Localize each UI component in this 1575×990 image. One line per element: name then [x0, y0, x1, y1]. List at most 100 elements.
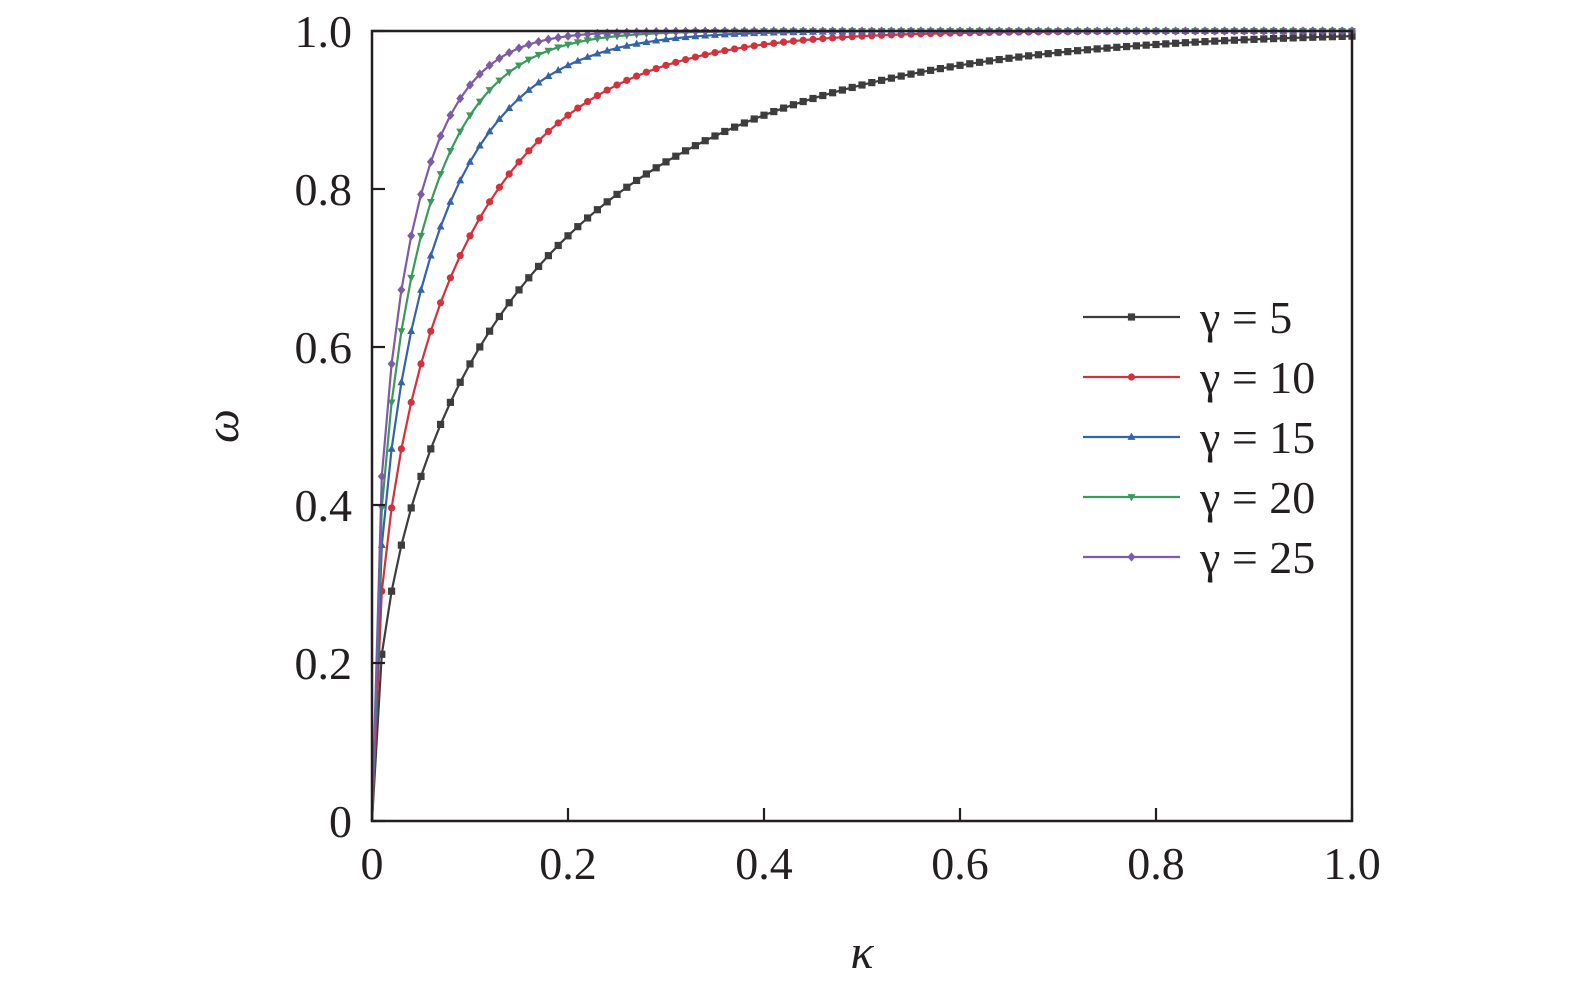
point-5-45: [809, 94, 817, 103]
point-20-4: [407, 274, 416, 283]
point-20-14: [505, 69, 514, 77]
point-5-64: [995, 55, 1003, 64]
legend-label: γ = 5: [1199, 292, 1292, 343]
point-5-34: [701, 137, 709, 145]
point-10-24: [603, 86, 611, 94]
point-20-9: [456, 128, 465, 136]
point-15-7: [436, 222, 445, 230]
point-5-78: [1132, 42, 1140, 50]
point-10-13: [495, 183, 503, 191]
point-10-50: [858, 32, 866, 40]
point-5-41: [770, 107, 778, 116]
point-5-61: [966, 60, 974, 68]
point-10-36: [721, 47, 729, 55]
legend-marker: [1127, 313, 1136, 321]
point-5-38: [740, 119, 748, 127]
point-10-37: [731, 45, 739, 53]
legend-item: γ = 25: [1083, 532, 1315, 583]
legend-marker: [1127, 373, 1136, 381]
point-10-5: [417, 360, 425, 368]
point-10-45: [809, 35, 817, 43]
series-5: [370, 32, 1356, 822]
point-10-26: [623, 76, 631, 84]
point-5-47: [829, 89, 837, 97]
point-5-62: [976, 58, 984, 66]
point-15-10: [466, 157, 474, 165]
point-10-30: [662, 61, 670, 69]
y-tick-label: 0: [329, 796, 352, 847]
point-5-69: [1044, 50, 1052, 58]
point-20-11: [475, 98, 484, 106]
point-10-8: [446, 274, 454, 282]
legend-item: γ = 10: [1083, 352, 1315, 403]
point-15-24: [603, 46, 612, 54]
point-25-7: [436, 131, 445, 141]
point-10-25: [613, 81, 621, 89]
point-5-26: [623, 183, 631, 191]
point-15-6: [426, 251, 435, 259]
point-5-65: [1005, 54, 1013, 62]
legend-marker: [1127, 552, 1136, 562]
point-5-59: [946, 63, 954, 71]
point-5-91: [1260, 35, 1268, 43]
point-5-52: [878, 76, 886, 84]
point-5-58: [936, 65, 944, 73]
legend-label: γ = 15: [1199, 412, 1315, 463]
point-10-39: [750, 42, 758, 50]
point-10-44: [799, 36, 807, 44]
x-tick-label: 0.4: [735, 838, 793, 889]
point-15-5: [417, 285, 425, 293]
point-10-6: [427, 327, 435, 335]
point-15-12: [485, 127, 494, 135]
point-25-5: [417, 189, 425, 200]
point-10-22: [584, 97, 592, 106]
point-5-73: [1083, 46, 1091, 54]
point-5-27: [633, 176, 641, 185]
point-25-11: [475, 69, 484, 79]
point-5-79: [1142, 41, 1150, 49]
point-25-14: [505, 47, 514, 58]
y-tick-label: 0.6: [295, 322, 353, 373]
point-10-16: [525, 147, 533, 155]
y-tick-label: 0.4: [295, 480, 353, 531]
point-25-15: [515, 43, 523, 53]
point-5-22: [584, 214, 592, 222]
point-5-71: [1064, 48, 1072, 56]
point-20-13: [495, 77, 504, 85]
point-5-7: [437, 420, 445, 429]
point-15-17: [534, 78, 543, 86]
legend-marker: [1127, 494, 1136, 502]
point-5-25: [613, 190, 621, 198]
point-10-35: [711, 49, 719, 57]
point-5-18: [544, 252, 552, 260]
point-10-12: [486, 198, 494, 206]
point-5-57: [927, 66, 935, 74]
x-tick-label: 0.2: [539, 838, 597, 889]
ticks-layer: 0 0.2 0.4 0.6 0.8 1.0 0 0.2 0.4 0.6 0.8 1.0: [295, 6, 1381, 889]
plot-frame: [370, 29, 1354, 823]
point-5-31: [672, 152, 680, 160]
x-tick-label: 0.6: [931, 838, 989, 889]
y-axis-title: ω: [196, 409, 249, 443]
x-tick-label: 0.8: [1127, 838, 1185, 889]
point-5-8: [446, 398, 454, 406]
point-25-21: [573, 30, 582, 40]
point-15-28: [642, 37, 651, 46]
y-tick-label: 0.2: [295, 638, 353, 689]
point-20-23: [593, 35, 602, 43]
legend-item: γ = 15: [1083, 412, 1315, 463]
point-10-4: [407, 398, 415, 406]
point-5-77: [1123, 42, 1131, 51]
point-5-39: [750, 115, 758, 123]
legend-label: γ = 25: [1199, 532, 1315, 583]
point-5-12: [486, 327, 494, 335]
point-5-94: [1289, 34, 1297, 42]
point-5-93: [1279, 34, 1287, 42]
point-5-72: [1074, 47, 1082, 55]
point-20-8: [446, 147, 455, 156]
point-10-33: [691, 53, 699, 61]
point-5-68: [1034, 51, 1042, 59]
point-5-24: [603, 198, 611, 206]
point-10-42: [780, 38, 788, 46]
point-15-26: [622, 41, 631, 49]
